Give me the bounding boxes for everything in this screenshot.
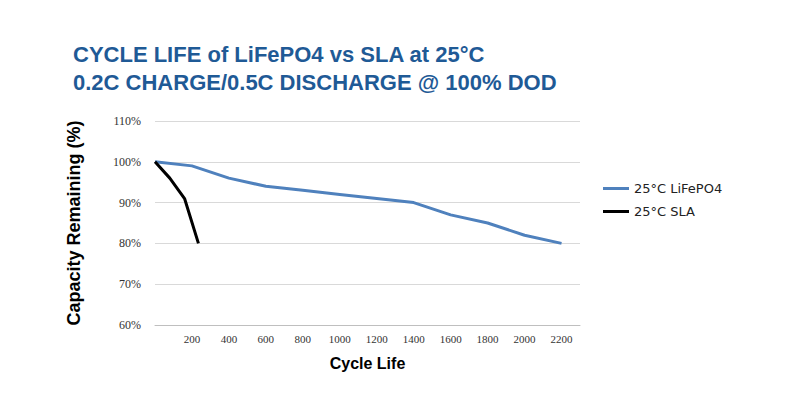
svg-text:600: 600 (258, 333, 275, 345)
svg-text:2000: 2000 (514, 333, 537, 345)
svg-text:100%: 100% (113, 155, 141, 169)
svg-text:Capacity Remaining (%): Capacity Remaining (%) (64, 120, 84, 325)
svg-text:25°C LiFePO4: 25°C LiFePO4 (634, 181, 722, 196)
svg-text:25°C SLA: 25°C SLA (634, 204, 695, 219)
svg-text:0.2C CHARGE/0.5C DISCHARGE @ 1: 0.2C CHARGE/0.5C DISCHARGE @ 100% DOD (73, 70, 557, 95)
svg-text:1200: 1200 (366, 333, 389, 345)
svg-text:1800: 1800 (477, 333, 500, 345)
svg-text:200: 200 (184, 333, 201, 345)
svg-text:1400: 1400 (403, 333, 426, 345)
svg-text:1600: 1600 (440, 333, 463, 345)
svg-text:60%: 60% (119, 318, 141, 332)
svg-text:110%: 110% (113, 114, 141, 128)
svg-text:800: 800 (295, 333, 312, 345)
svg-text:CYCLE LIFE of LiFePO4 vs SLA a: CYCLE LIFE of LiFePO4 vs SLA at 25°C (73, 42, 485, 67)
svg-text:Cycle Life: Cycle Life (330, 355, 406, 372)
svg-text:2200: 2200 (551, 333, 574, 345)
svg-text:90%: 90% (119, 196, 141, 210)
svg-text:1000: 1000 (329, 333, 352, 345)
svg-text:80%: 80% (119, 236, 141, 250)
svg-text:400: 400 (221, 333, 238, 345)
svg-text:70%: 70% (119, 277, 141, 291)
